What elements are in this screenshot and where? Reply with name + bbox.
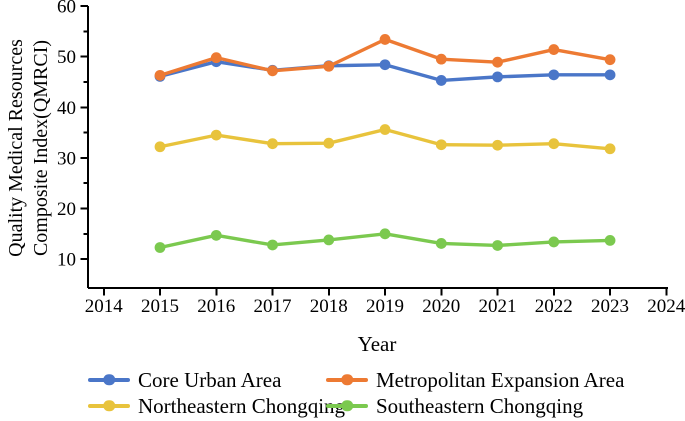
legend-label: Northeastern Chongqing xyxy=(138,393,346,418)
data-point xyxy=(379,59,391,71)
x-tick-label: 2014 xyxy=(85,296,124,317)
data-point xyxy=(154,242,166,253)
data-point xyxy=(267,239,278,251)
data-point xyxy=(604,235,616,246)
x-tick-label: 2023 xyxy=(591,296,629,317)
data-point xyxy=(604,69,616,81)
data-point xyxy=(548,138,560,150)
x-tick-label: 2015 xyxy=(141,296,179,317)
y-tick-label: 40 xyxy=(57,98,76,119)
legend-item-core-urban-area: Core Urban Area xyxy=(88,367,326,393)
data-point xyxy=(210,52,222,64)
x-tick-label: 2016 xyxy=(197,296,235,317)
data-point xyxy=(492,139,503,151)
x-tick-label: 2018 xyxy=(310,296,348,317)
data-point xyxy=(492,56,503,68)
data-point xyxy=(435,238,447,249)
data-point xyxy=(435,139,447,151)
data-point xyxy=(323,137,335,149)
data-point xyxy=(323,234,335,246)
data-point xyxy=(492,240,503,251)
axes xyxy=(86,6,668,290)
series-northeastern-chongqing xyxy=(154,124,616,155)
y-axis-title: Quality Medical Resources Composite Inde… xyxy=(4,0,56,308)
data-point xyxy=(323,60,335,72)
data-point xyxy=(267,138,278,150)
legend-item-southeastern-chongqing: Southeastern Chongqing xyxy=(326,393,685,419)
data-point xyxy=(210,129,222,141)
data-point xyxy=(548,236,560,248)
x-tick-label: 2021 xyxy=(479,296,517,317)
y-tick-label: 60 xyxy=(57,0,76,18)
x-tick-label: 2020 xyxy=(422,296,460,317)
y-tick-label: 30 xyxy=(57,148,76,169)
data-point xyxy=(379,228,391,240)
x-axis-title: Year xyxy=(357,332,397,356)
x-tick-label: 2024 xyxy=(647,296,685,317)
y-tick-label: 20 xyxy=(57,199,76,220)
chart-legend: Core Urban Area Metropolitan Expansion A… xyxy=(88,367,685,419)
axis-ticks xyxy=(80,5,668,296)
data-point xyxy=(604,54,616,66)
legend-marker-icon xyxy=(326,400,368,412)
data-point xyxy=(154,69,166,81)
y-axis-title-line2: Composite Index(QMRCI) xyxy=(30,39,52,257)
legend-label: Metropolitan Expansion Area xyxy=(376,367,625,392)
data-point xyxy=(548,69,560,81)
legend-marker-icon xyxy=(88,374,130,386)
x-tick-label: 2022 xyxy=(535,296,573,317)
y-axis-title-line1: Quality Medical Resources xyxy=(5,39,27,257)
legend-label: Southeastern Chongqing xyxy=(376,393,584,418)
y-tick-label: 50 xyxy=(57,47,76,68)
y-tick-label: 10 xyxy=(57,250,76,271)
legend-item-northeastern-chongqing: Northeastern Chongqing xyxy=(88,393,345,419)
legend-item-metropolitan-expansion-area: Metropolitan Expansion Area xyxy=(326,367,685,393)
data-point xyxy=(604,143,616,155)
series-southeastern-chongqing xyxy=(154,228,616,253)
legend-marker-icon xyxy=(88,400,130,412)
legend-marker-icon xyxy=(326,374,368,386)
data-point xyxy=(379,124,391,135)
data-point xyxy=(548,44,560,55)
data-point xyxy=(154,141,166,153)
x-tick-label: 2019 xyxy=(366,296,404,317)
data-point xyxy=(210,229,222,241)
data-point xyxy=(379,34,391,45)
data-point xyxy=(267,65,278,77)
legend-label: Core Urban Area xyxy=(138,367,282,392)
data-point xyxy=(435,75,447,86)
x-tick-label: 2017 xyxy=(254,296,292,317)
axis-tick-labels: 2014 2015 2016 2017 2018 2019 2020 2021 2022 2023… xyxy=(57,0,685,317)
series-core-urban-area xyxy=(154,56,616,86)
data-point xyxy=(492,71,503,83)
series-metropolitan-expansion-area xyxy=(154,34,616,81)
data-point xyxy=(435,53,447,65)
